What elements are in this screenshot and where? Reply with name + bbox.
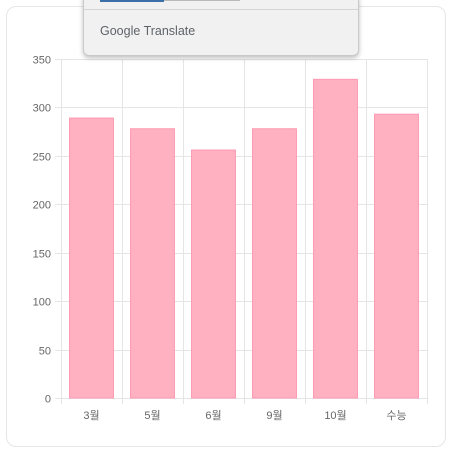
bar [313, 78, 358, 399]
y-tick-label: 200 [33, 200, 51, 212]
x-tick-label: 9월 [266, 409, 282, 422]
y-tick-label: 350 [33, 55, 51, 67]
x-tick-label: 5월 [144, 409, 160, 422]
y-tick-label: 300 [33, 103, 51, 115]
popup-divider [84, 9, 358, 10]
bar [191, 149, 236, 399]
popup-active-tab-indicator [100, 0, 164, 2]
x-tick-label: 10월 [324, 409, 346, 422]
y-tick-label: 50 [39, 346, 51, 358]
bar [69, 117, 114, 399]
y-tick-label: 0 [45, 394, 51, 406]
google-translate-popup[interactable]: Google Translate [83, 0, 359, 56]
y-tick-label: 100 [33, 297, 51, 309]
x-tick-label: 수능 [386, 409, 406, 422]
bar [130, 128, 175, 399]
google-translate-brand[interactable]: Google Translate [100, 24, 195, 38]
popup-tab-strip [100, 0, 240, 2]
x-tick-label: 6월 [205, 409, 221, 422]
y-tick-label: 250 [33, 152, 51, 164]
x-tick-label: 3월 [83, 409, 99, 422]
bar [252, 128, 297, 399]
popup-tab-line [164, 0, 240, 1]
bar [374, 113, 419, 399]
brand-translate: Translate [143, 24, 196, 38]
brand-google: Google [100, 24, 141, 38]
y-tick-label: 150 [33, 249, 51, 261]
